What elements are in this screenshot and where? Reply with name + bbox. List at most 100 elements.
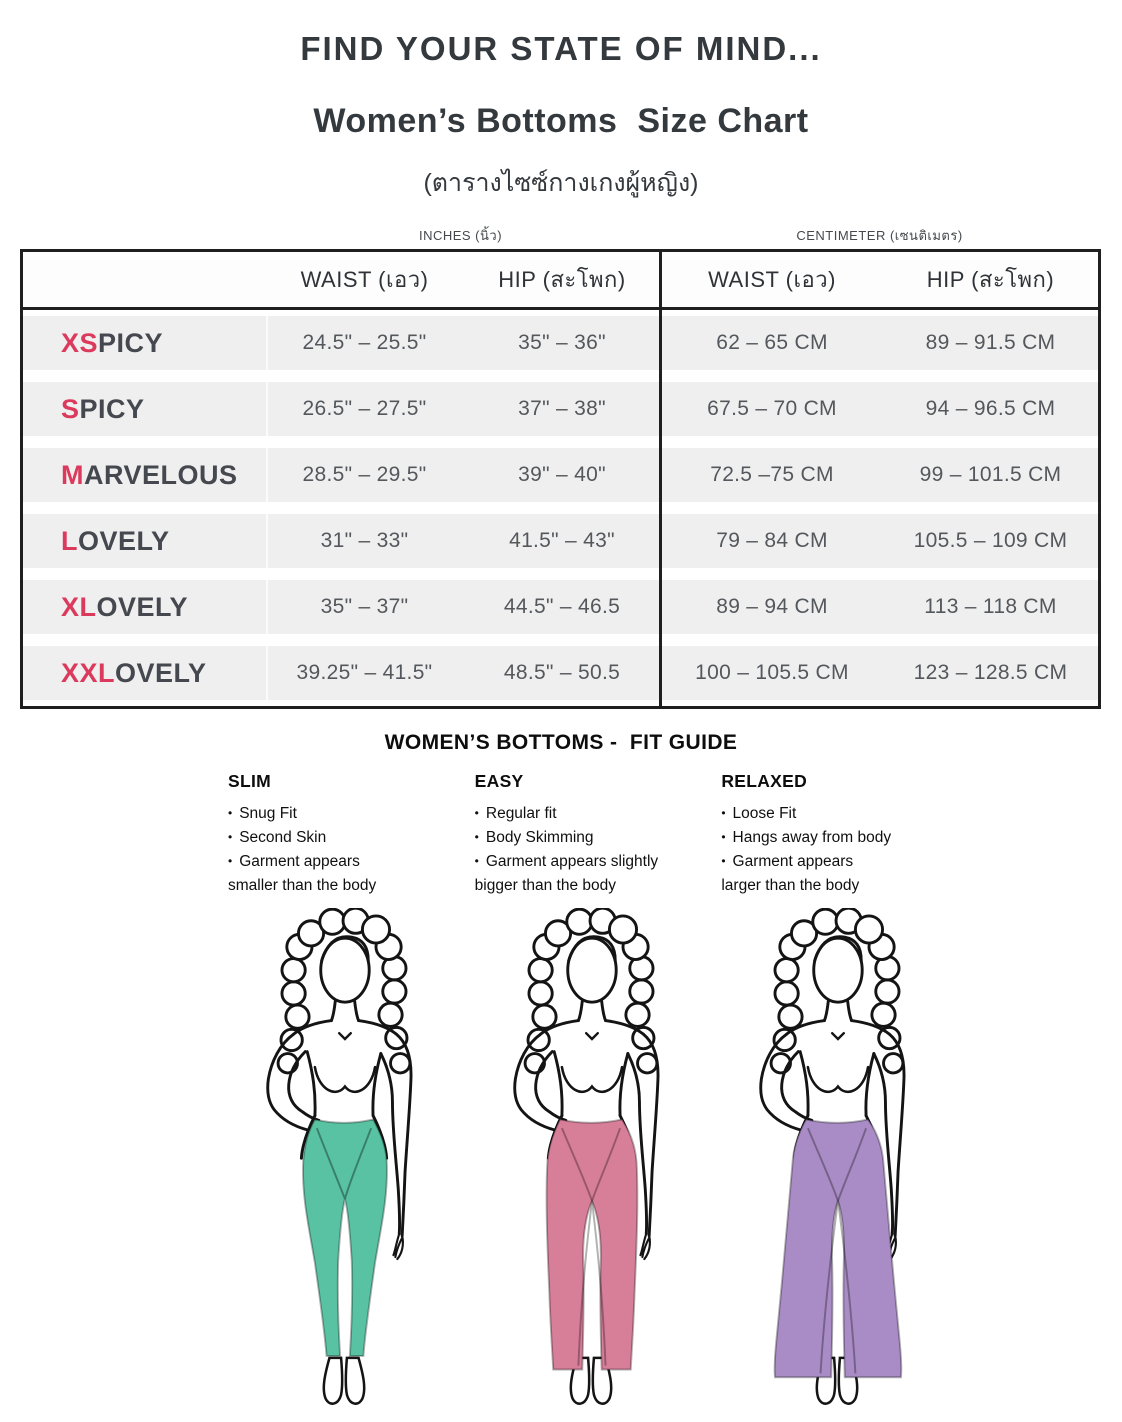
header-hip-cm: HIP (สะโพก) [926,267,1055,292]
hip-inches-value: 37" – 38" [518,397,606,420]
fit-column-relaxed: RELAXED • Loose Fit • Hangs away from body… [721,771,968,1422]
bullet-dot: • [721,854,726,869]
bullet-dot: • [721,830,726,845]
fit-name: EASY [474,771,524,791]
fit-feature: • Garment appears [228,850,475,874]
bullet-dot: • [721,806,726,820]
table-row: MARVELOUS 28.5" – 29.5" 39" – 40" 72.5 –… [23,442,1098,508]
hip-cm-value: 94 – 96.5 CM [925,397,1056,420]
relaxed-pants-shape [773,1118,903,1379]
easy-pants-shape [545,1118,638,1371]
size-name: MARVELOUS [23,460,266,491]
hip-inches-value: 41.5" – 43" [509,529,615,552]
hip-cm-value: 105.5 – 109 CM [913,529,1068,552]
waist-inches-value: 26.5" – 27.5" [302,397,427,420]
bullet-dot: • [228,830,233,845]
fit-feature-list: • Loose Fit • Hangs away from body • Garmen… [721,802,968,898]
fit-column-slim: SLIM • Snug Fit • Second Skin • Garment app… [228,771,475,1422]
bullet-dot: • [474,830,479,845]
size-rest: ARVELOUS [84,459,238,490]
waist-cm-value: 72.5 –75 CM [710,463,834,486]
hip-cm-value: 89 – 91.5 CM [925,331,1056,354]
unit-label-centimeter: CENTIMETER (เซนติเมตร) [796,228,963,243]
header-waist-cm: WAIST (เอว) [708,267,836,292]
fit-feature-wrap: larger than the body [721,877,860,895]
header-waist-inches: WAIST (เอว) [300,267,429,292]
hip-inches-value: 44.5" – 46.5 [503,595,621,618]
page-subtitle-thai: (ตารางไซซ์กางเกงผู้หญิง) [423,169,699,197]
fit-feature: • Body Skimming [475,826,722,850]
fit-feature-text: Loose Fit [732,805,797,822]
unit-label-inches: INCHES (นิ้ว) [418,228,503,243]
hip-cm-value: 123 – 128.5 CM [913,661,1068,684]
fit-guide-columns: SLIM • Snug Fit • Second Skin • Garment app… [228,771,968,1422]
unit-labels-row: INCHES (นิ้ว) CENTIMETER (เซนติเมตร) [0,225,1122,247]
fit-guide-heading: WOMEN’S BOTTOMS - FIT GUIDE [384,731,738,754]
table-row: XSPICY 24.5" – 25.5" 35" – 36" 62 – 65 C… [23,310,1098,376]
hip-cm-value: 99 – 101.5 CM [919,463,1062,486]
size-rest: PICY [98,327,164,358]
size-prefix: L [61,525,78,556]
fit-feature-text: Snug Fit [239,805,297,822]
fit-feature: • Second Skin [228,826,475,850]
size-rest: OVELY [78,525,170,556]
easy-figure-illustration [465,908,722,1422]
fit-name: SLIM [228,771,272,791]
bullet-dot: • [228,806,233,820]
waist-cm-value: 79 – 84 CM [716,529,828,552]
hip-inches-value: 35" – 36" [518,331,606,354]
fit-feature-text: Second Skin [239,829,327,847]
waist-inches-value: 35" – 37" [320,595,409,618]
fit-feature-wrap: bigger than the body [474,877,617,895]
slim-figure-illustration [218,908,475,1422]
table-row: XLOVELY 35" – 37" 44.5" – 46.5 89 – 94 C… [23,574,1098,640]
waist-cm-value: 67.5 – 70 CM [707,397,837,420]
fit-name: RELAXED [721,771,808,791]
table-row: XXLOVELY 39.25" – 41.5" 48.5" – 50.5 100… [23,640,1098,706]
size-prefix: M [61,459,84,490]
size-name: LOVELY [23,526,266,557]
page-title: FIND YOUR STATE OF MIND... [300,30,822,67]
table-center-divider [659,252,662,706]
fit-feature-text: Garment appears slightly [485,853,659,871]
size-chart-table: WAIST (เอว) HIP (สะโพก) WAIST (เอว) HIP … [20,249,1101,709]
fit-feature-text: Body Skimming [485,829,594,847]
size-prefix: XL [61,591,97,622]
size-rest: PICY [79,393,145,424]
waist-cm-value: 89 – 94 CM [716,595,828,618]
table-header-row: WAIST (เอว) HIP (สะโพก) WAIST (เอว) HIP … [23,252,1098,310]
size-prefix: XS [61,327,99,358]
fit-feature: • Loose Fit [721,802,968,826]
hip-inches-value: 39" – 40" [518,463,606,486]
fit-column-easy: EASY • Regular fit • Body Skimming • Garmen… [475,771,722,1422]
page-subtitle: Women’s Bottoms Size Chart [313,102,809,140]
waist-cm-value: 100 – 105.5 CM [695,661,849,684]
size-prefix: S [61,393,80,424]
fit-feature-text: Garment appears [239,853,360,871]
waist-cm-value: 62 – 65 CM [716,331,828,354]
fit-feature: • Regular fit [475,802,722,826]
size-name: SPICY [23,394,266,425]
fit-feature-list: • Snug Fit • Second Skin • Garment appears … [228,802,475,898]
size-name: XLOVELY [23,592,266,623]
table-row: LOVELY 31" – 33" 41.5" – 43" 79 – 84 CM … [23,508,1098,574]
hip-inches-value: 48.5" – 50.5 [503,661,621,684]
table-row: SPICY 26.5" – 27.5" 37" – 38" 67.5 – 70 … [23,376,1098,442]
waist-inches-value: 28.5" – 29.5" [302,463,427,486]
fit-feature: • Garment appears slightly [475,850,722,874]
fit-feature: • Hangs away from body [721,826,968,850]
fit-feature-text: Garment appears [732,853,854,871]
fit-feature: • Garment appears [721,850,968,874]
slim-pants-shape [302,1118,388,1357]
size-name: XXLOVELY [23,658,266,689]
header-hip-inches: HIP (สะโพก) [498,267,626,292]
bullet-dot: • [474,806,479,820]
fit-feature: • Snug Fit [228,802,475,826]
waist-inches-value: 24.5" – 25.5" [302,331,427,354]
size-prefix: XXL [61,657,116,688]
relaxed-figure-illustration [711,908,968,1422]
fit-feature-text: Regular fit [485,805,557,822]
hip-cm-value: 113 – 118 CM [924,595,1057,618]
bullet-dot: • [228,854,233,869]
size-rest: OVELY [96,591,189,622]
